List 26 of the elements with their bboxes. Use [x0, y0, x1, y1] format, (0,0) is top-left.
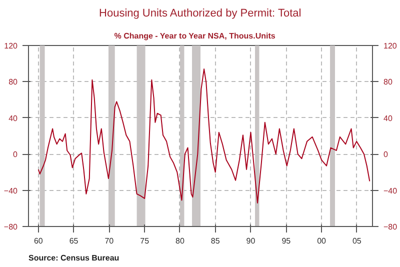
x-tick-label: 60 [34, 236, 44, 246]
y2-tick-label: 0 [384, 150, 388, 160]
x-tick-label: 95 [282, 236, 292, 246]
x-tick-label: 80 [176, 236, 185, 246]
y2-tick-label: −40 [384, 186, 398, 196]
y-tick-label: −40 [4, 186, 18, 196]
x-tick-label: 75 [140, 236, 150, 246]
y2-tick-label: 120 [384, 42, 398, 50]
y-tick-label: −80 [4, 222, 18, 232]
line-series [38, 68, 370, 204]
chart-subtitle: % Change - Year to Year NSA, Thous.Units [114, 32, 276, 40]
y2-tick-label: 80 [384, 78, 393, 87]
y-tick-label: 40 [8, 114, 18, 123]
x-tick-label: 05 [352, 236, 362, 246]
x-tick-label: 85 [210, 236, 220, 246]
y-tick-label: 0 [13, 150, 18, 160]
x-tick-label: 90 [246, 236, 256, 246]
x-tick-label: 70 [104, 236, 114, 246]
x-tick-label: 65 [69, 236, 79, 246]
chart-title: Housing Units Authorized by Permit: Total [99, 8, 302, 20]
y-tick-label: 80 [8, 78, 18, 87]
y2-tick-label: 40 [384, 114, 393, 123]
source-note: Source: Census Bureau [28, 254, 120, 262]
y-tick-label: 120 [4, 42, 18, 50]
y2-tick-label: −80 [384, 222, 398, 232]
x-tick-label: 00 [317, 236, 327, 246]
